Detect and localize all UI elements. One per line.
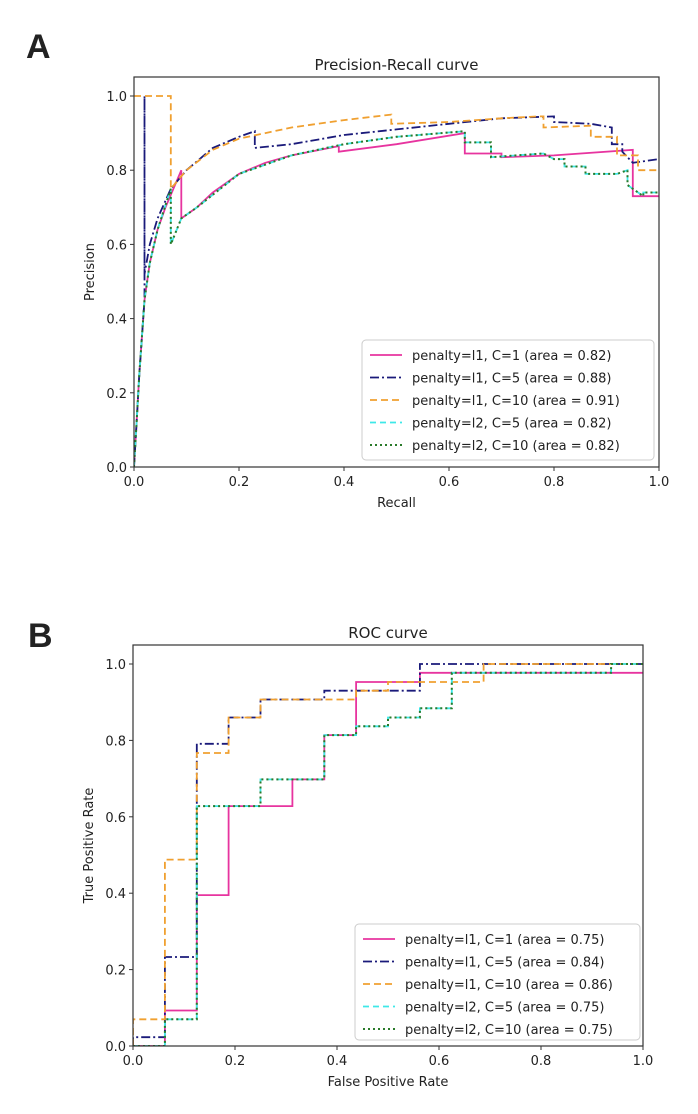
y-tick-label: 0.6 [105,811,126,826]
y-tick-label: 0.8 [105,734,126,749]
legend-box [361,339,655,461]
x-tick-label: 0.2 [225,1054,246,1069]
x-tick-label: 0.0 [123,1054,144,1069]
legend: penalty=l1, C=1 (area = 0.82) penalty=l1,… [361,339,655,461]
x-tick-label: 1.0 [633,1054,654,1069]
y-tick-label: 0.2 [106,387,127,402]
legend-label-l1_c1: penalty=l1, C=1 (area = 0.82) [412,349,612,364]
legend-label-l2_c5: penalty=l2, C=5 (area = 0.82) [412,417,612,432]
chart-title: ROC curve [348,624,428,642]
y-tick-label: 0.4 [106,313,127,328]
legend: penalty=l1, C=1 (area = 0.75) penalty=l1,… [354,923,641,1041]
series-line-l1_c10 [133,663,643,1046]
series-line-l1_c5 [134,96,659,467]
x-tick-label: 0.2 [229,475,250,490]
legend-label-l2_c10: penalty=l2, C=10 (area = 0.75) [405,1023,613,1038]
chart-0: 0.0 0.2 0.4 0.6 0.8 1.0 0.0 0.2 0.4 0.6 0.8 1.0 Prec… [83,56,669,511]
y-tick-label: 1.0 [105,658,126,673]
y-tick-label: 0.0 [106,461,127,476]
series-line-l1_c10 [134,95,659,192]
x-axis-label: Recall [377,496,416,511]
legend-label-l1_c5: penalty=l1, C=5 (area = 0.84) [405,956,605,971]
y-tick-label: 1.0 [106,90,127,105]
legend-label-l1_c5: penalty=l1, C=5 (area = 0.88) [412,372,612,387]
x-tick-label: 0.4 [327,1054,348,1069]
series-line-l2_c10 [133,663,643,1046]
series-line-l2_c10 [134,130,659,467]
chart-1: 0.0 0.2 0.4 0.6 0.8 1.0 0.0 0.2 0.4 0.6 0.8 1.0 ROC … [82,624,653,1090]
x-tick-label: 0.6 [429,1054,450,1069]
y-tick-label: 0.8 [106,164,127,179]
legend-label-l1_c10: penalty=l1, C=10 (area = 0.91) [412,394,620,409]
x-tick-label: 0.0 [124,475,145,490]
chart-title: Precision-Recall curve [315,56,479,74]
y-tick-label: 0.0 [105,1040,126,1055]
panel-label-a: A [26,28,51,66]
y-tick-label: 0.4 [105,887,126,902]
legend-label-l1_c10: penalty=l1, C=10 (area = 0.86) [405,978,613,993]
legend-label-l1_c1: penalty=l1, C=1 (area = 0.75) [405,933,605,948]
panel-label-b: B [28,617,53,655]
x-tick-label: 0.8 [544,475,565,490]
legend-box [354,923,641,1041]
y-tick-label: 0.2 [105,964,126,979]
x-axis-label: False Positive Rate [328,1075,449,1090]
x-tick-label: 0.4 [334,475,355,490]
x-tick-label: 1.0 [649,475,670,490]
x-tick-label: 0.6 [439,475,460,490]
y-axis-label: True Positive Rate [82,788,97,905]
y-tick-label: 0.6 [106,238,127,253]
y-axis-label: Precision [83,243,98,301]
legend-label-l2_c5: penalty=l2, C=5 (area = 0.75) [405,1001,605,1016]
plot-frame [132,644,644,1047]
legend-label-l2_c10: penalty=l2, C=10 (area = 0.82) [412,439,620,454]
x-tick-label: 0.8 [531,1054,552,1069]
plot-frame [133,76,660,468]
